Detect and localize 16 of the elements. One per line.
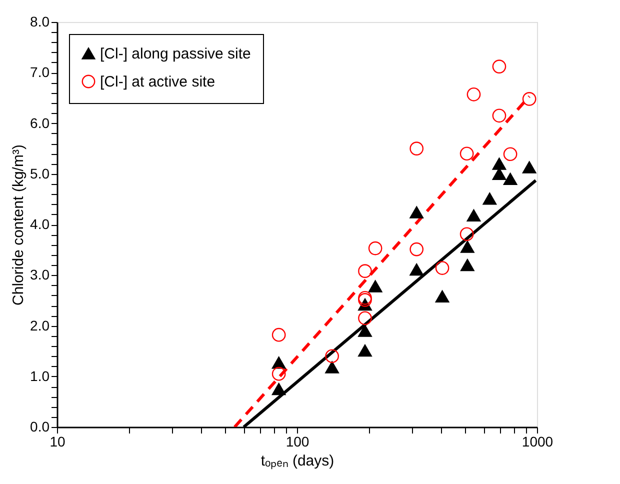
- y-axis-title: Chloride content (kg/m³): [10, 144, 28, 306]
- x-tick-label: 10: [50, 434, 66, 450]
- legend-label: [Cl-] along passive site: [100, 46, 251, 62]
- y-tick-label: 2.0: [30, 317, 50, 334]
- y-tick-label: 5.0: [30, 165, 50, 182]
- x-tick-label: 100: [286, 434, 310, 450]
- legend-label: [Cl-] at active site: [100, 74, 216, 90]
- x-axis-title: tₒₚₑₙ (days): [260, 452, 334, 470]
- y-tick-label: 0.0: [30, 418, 50, 434]
- y-tick-label: 8.0: [30, 14, 50, 30]
- y-tick-label: 7.0: [30, 64, 50, 80]
- x-tick-label: 1000: [522, 434, 554, 450]
- y-tick-label: 4.0: [30, 216, 50, 232]
- y-tick-label: 3.0: [30, 266, 50, 283]
- y-tick-label: 6.0: [30, 114, 50, 131]
- y-tick-label: 1.0: [30, 368, 50, 384]
